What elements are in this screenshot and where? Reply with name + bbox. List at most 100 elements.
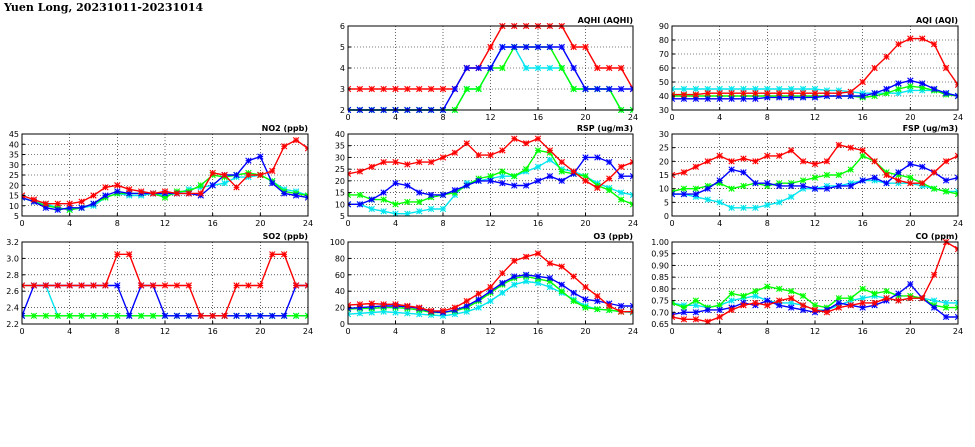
fsp-data-point [704,196,711,203]
x-tick-label: 12 [810,327,820,336]
o3-data-point [356,304,364,311]
aqhi-data-point [463,85,470,93]
aqi-data-point [847,92,854,100]
aqhi-data-point [427,85,435,93]
co-series-group [672,239,958,325]
o3-data-point [439,307,447,315]
fsp-data-point [799,158,807,165]
aqi-data-point [883,85,890,93]
o3-data-point [463,308,470,315]
co-data-point [847,302,854,309]
no2-data-point [197,182,204,189]
rsp-data-point [392,201,399,208]
rsp-data-point [416,198,423,206]
rsp-data-point [451,187,459,194]
fsp-data-point [930,185,938,192]
so2-data-point [30,312,38,319]
co-data-point [776,302,783,309]
aqi-data-point [799,90,807,97]
x-tick-label: 20 [255,327,265,336]
co-data-point [716,306,723,314]
x-tick-label: 24 [953,219,963,228]
fsp-data-point [787,193,795,201]
co-data-point [752,292,759,300]
o3-data-point [570,289,577,297]
y-tick-label: 0.90 [651,261,669,270]
x-tick-label: 8 [440,113,445,122]
co-data-point [787,295,795,302]
so2-title: SO2 (ppb) [263,232,308,241]
co-data-point [871,290,878,297]
fsp-data-point [823,158,831,165]
x-tick-label: 8 [440,327,445,336]
so2-data-point [66,282,73,289]
so2-data-point [78,312,85,319]
aqi-data-point [823,90,831,97]
fsp-data-point [942,158,950,165]
aqi-data-point [752,95,759,102]
so2-data-point [292,282,300,289]
aqi-data-point [752,90,759,97]
aqhi-data-point [617,64,625,72]
o3-data-point [463,302,470,310]
x-tick-label: 20 [905,327,915,336]
rsp-data-point [617,189,625,196]
co-data-point [692,316,700,323]
so2-data-point [280,251,288,258]
o3-data-point [594,306,601,313]
aqhi-title: AQHI (AQHI) [578,16,633,25]
rsp-data-point [522,182,530,189]
o3-data-point [356,301,364,308]
o3-data-point [475,304,482,311]
rsp-data-point [582,154,589,161]
so2-data-point [161,312,169,319]
so2-data-point [78,282,85,289]
so2-data-point [66,312,73,319]
rsp-data-point [439,205,447,213]
so2-data-point [149,312,157,319]
aqi-data-point [764,90,771,97]
o3-data-point [451,304,459,311]
so2-data-point [221,312,228,319]
so2-data-point [209,312,216,319]
o3-data-point [511,257,518,265]
aqi-data-point [859,78,866,86]
rsp-data-point [368,163,375,170]
x-tick-label: 4 [717,113,722,122]
x-tick-label: 24 [303,327,313,336]
rsp-data-point [522,140,530,147]
fsp-data-point [728,204,735,211]
fsp-data-point [811,174,819,181]
co-data-point [692,309,700,316]
aqhi-data-point [606,85,613,93]
fsp-data-point [799,177,807,184]
aqhi-data-point [606,64,613,72]
aqi-data-point [919,80,926,87]
aqhi-data-point [356,85,364,93]
so2-data-point [233,312,240,319]
fsp-data-point [799,182,807,190]
o3-data-point [392,301,399,308]
fsp-data-point [787,182,795,190]
x-tick-label: 16 [858,219,868,228]
aqhi-data-point [546,43,554,51]
y-tick-label: 30 [335,153,345,162]
y-tick-label: 2.6 [6,287,19,296]
aqi-data-point [871,64,878,72]
rsp-data-point [356,168,364,175]
o3-data-point [522,271,530,278]
o3-data-point [546,260,554,267]
so2-data-point [90,312,97,319]
aqhi-data-point [499,64,506,72]
rsp-series-group [348,135,633,217]
y-tick-label: 15 [9,192,19,201]
aqhi-data-point [368,85,375,93]
aqhi-data-point [570,43,577,51]
o3-data-point [617,302,625,310]
o3-data-point [511,273,518,280]
aqi-data-point [930,41,938,48]
y-tick-label: 3 [340,85,345,94]
so2-data-point [137,312,145,319]
rsp-data-point [380,189,387,196]
no2-data-point [42,200,50,207]
